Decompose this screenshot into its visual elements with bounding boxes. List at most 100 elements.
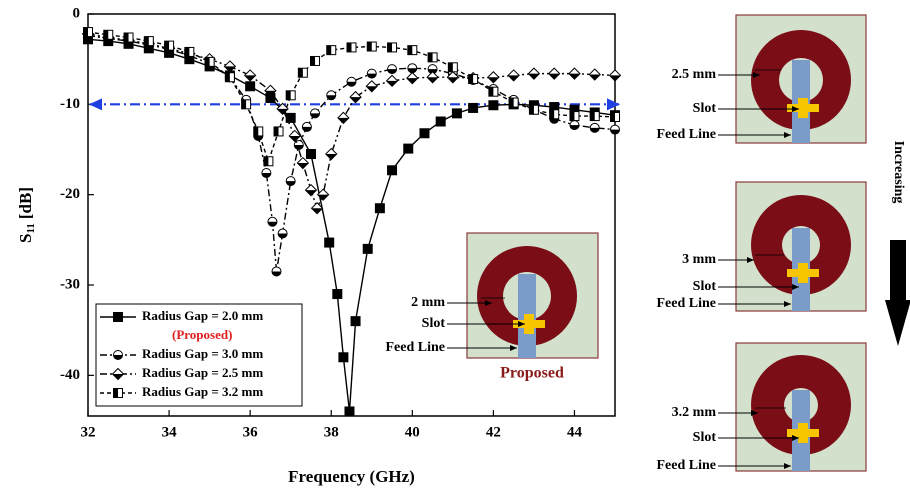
marker-fill — [263, 156, 269, 166]
y-tick-label: 0 — [73, 5, 81, 21]
marker-fill — [568, 73, 580, 80]
marker-fill — [589, 74, 601, 81]
marker-fill — [508, 75, 520, 81]
series — [83, 27, 620, 167]
marker-fill — [347, 81, 356, 87]
marker — [305, 149, 316, 160]
marker-fill — [590, 111, 595, 121]
marker-fill — [487, 77, 499, 83]
gap-label: 2.5 mm — [672, 67, 717, 82]
legend: Radius Gap = 2.0 mm Radius Gap = 3.0 mm Ra… — [95, 303, 303, 407]
marker-fill — [407, 68, 417, 73]
slot — [513, 314, 545, 334]
slot-label: Slot — [693, 279, 717, 294]
slot — [787, 98, 819, 118]
marker-fill — [549, 109, 555, 119]
marker-fill — [244, 75, 256, 81]
marker — [468, 102, 479, 113]
marker — [344, 406, 355, 417]
marker — [419, 128, 430, 139]
marker-fill — [325, 154, 337, 160]
marker — [451, 108, 462, 119]
marker — [332, 289, 343, 300]
feed-label: Feed Line — [657, 296, 717, 311]
marker-fill — [286, 181, 296, 186]
marker-fill — [509, 98, 514, 108]
marker-fill — [386, 80, 398, 87]
marker — [374, 203, 385, 214]
gap-label: 2 mm — [411, 295, 445, 310]
increasing-arrow — [885, 240, 910, 346]
marker — [245, 81, 256, 92]
x-tick-label: 36 — [243, 424, 259, 440]
marker — [435, 116, 446, 127]
marker-fill — [549, 118, 559, 124]
diagrams: 2 mm Slot Feed Line Proposed 2.5 mm Slot Feed … — [386, 14, 910, 473]
marker-fill — [310, 113, 320, 118]
marker-fill — [289, 135, 301, 142]
marker-fill — [267, 221, 277, 227]
marker-fill — [278, 233, 288, 239]
marker-fill — [407, 45, 413, 55]
marker-fill — [298, 68, 303, 78]
marker-fill — [184, 47, 190, 57]
marker-fill — [387, 42, 393, 52]
marker-fill — [253, 126, 259, 136]
marker-fill — [224, 66, 236, 72]
marker-fill — [590, 127, 600, 133]
antenna-diagram: 3 mm Slot Feed Line — [657, 181, 867, 312]
x-tick-label: 44 — [567, 424, 583, 440]
marker-fill — [488, 87, 494, 97]
marker-fill — [569, 125, 579, 130]
y-tick-label: -20 — [60, 186, 80, 202]
legend-marker — [113, 312, 123, 322]
antenna-diagram: 2 mm Slot Feed Line Proposed — [386, 232, 599, 382]
marker-fill — [326, 45, 332, 55]
marker-fill — [277, 108, 289, 115]
marker — [113, 312, 123, 322]
antenna-diagram: 3.2 mm Slot Feed Line — [657, 342, 867, 473]
marker-fill — [286, 90, 291, 100]
marker-fill — [103, 30, 109, 40]
marker — [362, 243, 373, 254]
marker-fill — [144, 36, 149, 46]
marker-fill — [302, 126, 312, 132]
legend-marker — [113, 388, 123, 398]
marker-fill — [428, 52, 433, 62]
marker — [488, 100, 499, 111]
marker-fill — [113, 355, 123, 360]
marker-fill — [164, 41, 170, 51]
marker-fill — [387, 69, 397, 74]
slot — [787, 263, 819, 283]
marker-fill — [569, 111, 575, 121]
slot-label: Slot — [693, 101, 717, 116]
x-tick-label: 34 — [162, 424, 178, 440]
legend-note: (Proposed) — [172, 327, 232, 342]
marker-fill — [264, 90, 276, 97]
y-tick-label: -30 — [60, 276, 80, 292]
y-axis-subscript: 11 — [25, 223, 37, 233]
marker-fill — [272, 271, 282, 276]
marker-fill — [529, 105, 534, 115]
marker-fill — [406, 78, 418, 84]
x-axis-label: Frequency (GHz) — [288, 467, 415, 486]
marker-fill — [326, 95, 336, 100]
marker-fill — [274, 126, 279, 136]
marker-fill — [317, 194, 329, 201]
marker-fill — [225, 72, 230, 82]
marker — [285, 112, 296, 123]
antenna-diagram: 2.5 mm Slot Feed Line — [657, 14, 867, 144]
marker-fill — [241, 99, 247, 109]
marker — [338, 352, 349, 363]
feed-label: Feed Line — [657, 127, 717, 142]
feed-label: Feed Line — [657, 458, 717, 473]
marker-fill — [261, 172, 271, 178]
marker-fill — [367, 42, 372, 52]
y-axis-symbol: S — [16, 234, 35, 243]
marker-fill — [205, 57, 210, 67]
x-tick-label: 32 — [81, 424, 96, 440]
marker-fill — [548, 73, 560, 80]
marker — [324, 237, 335, 248]
marker-fill — [112, 374, 124, 380]
marker — [403, 143, 414, 154]
